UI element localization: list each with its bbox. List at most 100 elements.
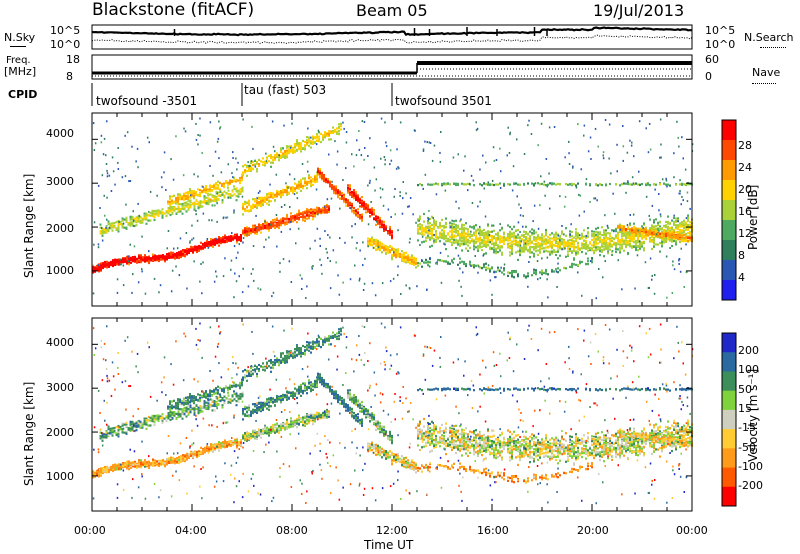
power-cell (241, 190, 244, 193)
power-cell (681, 221, 683, 224)
power-cell (169, 196, 171, 199)
power-cell (631, 233, 633, 236)
power-cell (207, 197, 210, 200)
power-cell (145, 212, 148, 215)
power-cell (217, 180, 219, 183)
power-cell (555, 253, 557, 257)
power-cell (411, 259, 413, 262)
power-cell (571, 235, 573, 238)
power-cell (401, 258, 403, 262)
power-cell (102, 263, 104, 266)
power-cell (107, 220, 110, 223)
power-cell (433, 221, 435, 224)
power-cell (659, 235, 661, 238)
power-cell (272, 223, 274, 226)
power-cell (601, 234, 603, 237)
power-cell (270, 200, 272, 203)
power-cell (170, 253, 172, 256)
xtick-2400: 00:00 (676, 524, 708, 537)
power-cell (637, 183, 639, 186)
power-cell (453, 220, 455, 223)
power-cell (210, 242, 212, 245)
power-cell (312, 218, 314, 221)
power-cell (361, 219, 363, 222)
power-cell (177, 210, 180, 213)
power-cell (537, 234, 539, 237)
power-cell (111, 222, 114, 225)
power-cell (645, 237, 647, 241)
power-cell (529, 249, 531, 252)
power-cell (191, 190, 193, 193)
power-cell (683, 183, 685, 186)
power-cell (491, 240, 493, 243)
power-cell (587, 260, 589, 263)
power-cell (565, 234, 567, 237)
power-cell (373, 208, 375, 212)
power-cell (441, 229, 443, 232)
power-cell (213, 197, 216, 200)
power-cell (627, 235, 629, 238)
power-cell (575, 263, 577, 266)
power-cell (153, 218, 156, 222)
power-cell (381, 220, 383, 223)
power-cell (587, 263, 589, 266)
power-cell (274, 226, 276, 229)
velocity-ytick-3000: 3000 (46, 381, 74, 394)
power-cell (306, 181, 308, 184)
power-cell (553, 236, 555, 239)
power-cell (260, 199, 262, 202)
power-cell (208, 245, 210, 248)
power-cell (485, 245, 487, 248)
power-cell (209, 193, 212, 196)
power-cell (621, 245, 623, 248)
power-cell (312, 213, 314, 216)
power-cell (405, 261, 407, 264)
power-cell (377, 217, 379, 220)
power-cell (447, 239, 449, 242)
power-cell (605, 239, 607, 243)
power-cell (525, 232, 527, 235)
power-cell (155, 212, 158, 215)
power-cell (471, 226, 473, 229)
power-cell (198, 247, 200, 250)
power-cell (139, 219, 142, 222)
power-cell (201, 190, 203, 193)
power-cell (375, 245, 377, 248)
power-cell (182, 254, 184, 257)
power-cell (587, 257, 589, 260)
power-cell (140, 256, 142, 259)
power-cell (216, 240, 218, 243)
power-cell (523, 183, 525, 186)
power-cell (525, 237, 527, 241)
power-cell (469, 246, 471, 249)
power-cell (204, 244, 206, 248)
power-cell (175, 212, 178, 215)
power-cell (343, 195, 345, 198)
power-cell (637, 249, 639, 252)
power-cell (685, 233, 687, 236)
power-cell (357, 214, 359, 217)
nsky-underline (10, 46, 26, 47)
power-cell (357, 196, 359, 200)
power-cell (475, 241, 477, 244)
power-cell (603, 231, 605, 234)
power-cell (100, 262, 102, 265)
power-cell (254, 200, 256, 203)
power-cell (355, 213, 357, 216)
power-cell (379, 226, 381, 229)
power-cell (94, 267, 96, 270)
power-cell (286, 193, 288, 196)
power-cell (375, 215, 377, 218)
power-cell (665, 226, 667, 229)
power-cell (169, 205, 172, 208)
power-cell (214, 239, 216, 242)
power-cell (153, 209, 156, 213)
power-cell (180, 251, 182, 254)
power-cell (347, 191, 349, 194)
power-cell (509, 183, 511, 186)
power-tick-20: 20 (738, 183, 752, 196)
power-cell (320, 212, 322, 215)
power-cell (515, 236, 517, 239)
power-cell (260, 200, 262, 203)
power-cell (475, 246, 477, 249)
